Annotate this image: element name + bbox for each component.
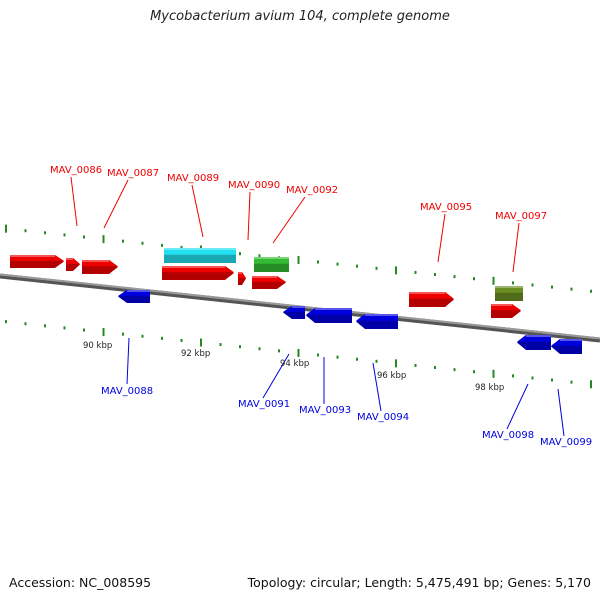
gene-leader-line: [70, 176, 78, 227]
scale-label: 96 kbp: [377, 371, 406, 381]
gene-label: MAV_0088: [101, 386, 153, 397]
gene-mav-0094: [356, 314, 398, 329]
gene-leader-line: [103, 179, 129, 229]
gene-leader-line: [512, 222, 520, 273]
gene-leader-line: [126, 337, 130, 385]
gene-mav-0095: [409, 292, 454, 307]
gene-label: MAV_0098: [482, 430, 534, 441]
gene-mav-0093: [306, 308, 352, 323]
gene-label: MAV_0089: [167, 173, 219, 184]
gene-mav-0089-highlight: [164, 248, 236, 263]
gene-label: MAV_0099: [540, 437, 592, 448]
gene-leader-line: [557, 388, 565, 437]
scale-label: 98 kbp: [475, 383, 504, 393]
gene-leader-line: [506, 383, 529, 430]
gene-mav-0092-highlight: [254, 257, 289, 272]
gene-label: MAV_0094: [357, 412, 409, 423]
gene-mav-0086: [10, 255, 64, 268]
scale-label: 94 kbp: [280, 359, 309, 369]
gene-label: MAV_0090: [228, 180, 280, 191]
gene-leader-line: [272, 196, 306, 244]
label-leaders: [70, 176, 565, 437]
map-title: Mycobacterium avium 104, complete genome: [150, 9, 450, 24]
gene-label: MAV_0095: [420, 202, 472, 213]
gene-mav-0098: [517, 335, 551, 350]
gene-label: MAV_0092: [286, 185, 338, 196]
gene-mav-0090: [238, 272, 246, 285]
gene-leader-line: [191, 184, 204, 238]
gene-features: [10, 248, 582, 354]
accession-text: Accession: NC_008595: [9, 575, 152, 590]
gene-mav-0088: [118, 290, 150, 303]
genome-summary-text: Topology: circular; Length: 5,475,491 bp…: [247, 575, 591, 590]
gene-mav-0087: [82, 260, 118, 274]
gene-mav-0099: [551, 339, 582, 354]
gene-label: MAV_0086: [50, 165, 102, 176]
scale-label: 92 kbp: [181, 349, 210, 359]
gene-leader-line: [262, 353, 290, 399]
gene-label: MAV_0091: [238, 399, 290, 410]
gene-leader-line: [247, 191, 251, 241]
gene-leader-line: [437, 213, 446, 263]
gene-label: MAV_0097: [495, 211, 547, 222]
gene-mav-0091: [283, 306, 305, 319]
gene-label: MAV_0087: [107, 168, 159, 179]
gene-mav-0087a: [66, 258, 80, 271]
scale-labels: 90 kbp 92 kbp 94 kbp 96 kbp 98 kbp: [83, 341, 504, 393]
scale-label: 90 kbp: [83, 341, 112, 351]
gene-mav-0089: [162, 266, 234, 280]
gene-labels: MAV_0086 MAV_0087 MAV_0088 MAV_0089 MAV_0090…: [50, 165, 592, 448]
gene-mav-0097-highlight: [495, 286, 523, 301]
gene-mav-0092: [252, 276, 286, 289]
gene-leader-line: [372, 362, 382, 412]
gene-label: MAV_0093: [299, 405, 351, 416]
gene-mav-0097: [491, 304, 521, 318]
